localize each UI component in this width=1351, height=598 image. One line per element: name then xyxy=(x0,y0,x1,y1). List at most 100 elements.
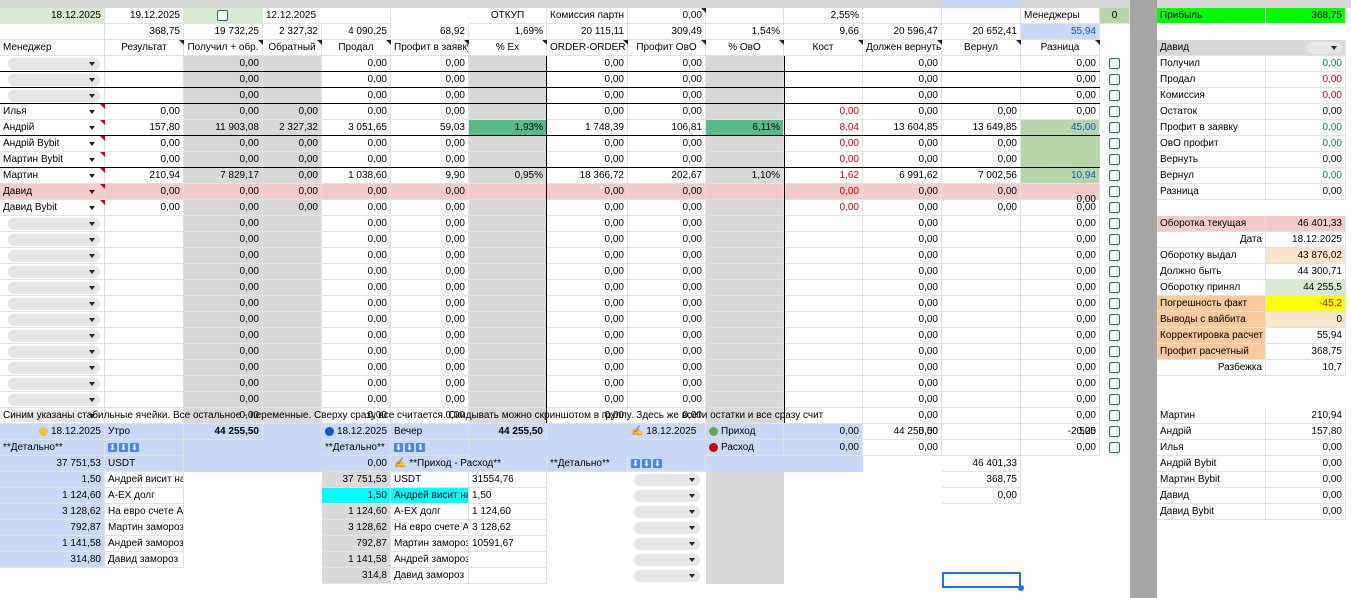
manager-cell[interactable] xyxy=(0,312,105,328)
manager-dropdown[interactable] xyxy=(84,170,100,182)
row-checkbox[interactable] xyxy=(1109,394,1120,405)
category-dropdown[interactable] xyxy=(634,554,700,566)
down-arrow-icon[interactable]: ⬇ xyxy=(394,442,403,452)
manager-dropdown[interactable] xyxy=(84,154,100,166)
manager-cell[interactable] xyxy=(0,360,105,376)
manager-dropdown[interactable] xyxy=(8,394,100,406)
manager-dropdown[interactable] xyxy=(84,106,100,118)
manager-dropdown[interactable] xyxy=(8,90,100,102)
manager-cell[interactable] xyxy=(0,280,105,296)
manager-dropdown[interactable] xyxy=(8,298,100,310)
comment-marker-icon[interactable] xyxy=(779,40,784,45)
down-arrow-icon[interactable]: ⬇ xyxy=(631,458,640,468)
comment-marker-icon[interactable] xyxy=(1016,40,1021,45)
manager-cell[interactable] xyxy=(0,232,105,248)
manager-dropdown[interactable] xyxy=(8,74,100,86)
manager-dropdown[interactable] xyxy=(8,314,100,326)
manager-cell[interactable] xyxy=(0,392,105,408)
category-dropdown[interactable] xyxy=(634,490,700,502)
manager-dropdown[interactable] xyxy=(84,202,100,214)
row-checkbox[interactable] xyxy=(1109,106,1120,117)
category-dropdown[interactable] xyxy=(634,522,700,534)
row-checkbox[interactable] xyxy=(1109,138,1120,149)
manager-dropdown[interactable] xyxy=(8,250,100,262)
manager-dropdown[interactable] xyxy=(84,186,100,198)
comment-marker-icon[interactable] xyxy=(100,104,105,109)
comment-marker-icon[interactable] xyxy=(100,200,105,205)
row-checkbox[interactable] xyxy=(1109,346,1120,357)
comment-marker-icon[interactable] xyxy=(258,40,263,45)
manager-cell[interactable]: Давид Bybit xyxy=(0,200,105,216)
manager-cell[interactable]: Давид xyxy=(0,184,105,200)
comment-marker-icon[interactable] xyxy=(701,8,706,13)
row-checkbox[interactable] xyxy=(1109,186,1120,197)
manager-cell[interactable] xyxy=(0,328,105,344)
manager-dropdown[interactable] xyxy=(8,266,100,278)
manager-cell[interactable]: Андрій Bybit xyxy=(0,136,105,152)
manager-dropdown[interactable] xyxy=(8,282,100,294)
comment-marker-icon[interactable] xyxy=(1095,40,1100,45)
down-arrow-icon[interactable]: ⬇ xyxy=(130,442,139,452)
comment-marker-icon[interactable] xyxy=(542,40,547,45)
category-dropdown[interactable] xyxy=(634,506,700,518)
row-checkbox[interactable] xyxy=(1109,250,1120,261)
manager-dropdown[interactable] xyxy=(8,234,100,246)
manager-cell[interactable] xyxy=(0,344,105,360)
manager-cell[interactable]: Илья xyxy=(0,104,105,120)
manager-dropdown[interactable] xyxy=(8,362,100,374)
row-checkbox[interactable] xyxy=(1109,58,1120,69)
manager-cell[interactable] xyxy=(0,296,105,312)
row-checkbox[interactable] xyxy=(1109,378,1120,389)
comment-marker-icon[interactable] xyxy=(623,40,628,45)
down-arrow-icon[interactable]: ⬇ xyxy=(642,458,651,468)
comment-marker-icon[interactable] xyxy=(100,168,105,173)
manager-dropdown[interactable] xyxy=(8,330,100,342)
category-dropdown[interactable] xyxy=(634,474,700,486)
comment-marker-icon[interactable] xyxy=(937,40,942,45)
row-checkbox[interactable] xyxy=(1109,170,1120,181)
row-checkbox[interactable] xyxy=(1109,154,1120,165)
date-checkbox[interactable] xyxy=(217,10,228,21)
row-checkbox[interactable] xyxy=(1109,298,1120,309)
comment-marker-icon[interactable] xyxy=(701,40,706,45)
manager-dropdown[interactable] xyxy=(84,138,100,150)
row-checkbox[interactable] xyxy=(1109,90,1120,101)
down-arrow-icon[interactable]: ⬇ xyxy=(108,442,117,452)
down-arrow-icon[interactable]: ⬇ xyxy=(416,442,425,452)
manager-dropdown[interactable] xyxy=(8,218,100,230)
comment-marker-icon[interactable] xyxy=(386,40,391,45)
manager-cell[interactable]: Мартин xyxy=(0,168,105,184)
row-checkbox[interactable] xyxy=(1109,282,1120,293)
comment-marker-icon[interactable] xyxy=(100,184,105,189)
row-checkbox[interactable] xyxy=(1109,442,1120,453)
manager-cell[interactable] xyxy=(0,216,105,232)
row-checkbox[interactable] xyxy=(1109,266,1120,277)
manager-cell[interactable] xyxy=(0,264,105,280)
row-checkbox[interactable] xyxy=(1109,218,1120,229)
down-arrow-icon[interactable]: ⬇ xyxy=(653,458,662,468)
row-checkbox[interactable] xyxy=(1109,74,1120,85)
manager-select[interactable]: Давид xyxy=(1157,40,1346,56)
manager-dropdown[interactable] xyxy=(8,58,100,70)
comment-marker-icon[interactable] xyxy=(464,40,469,45)
manager-select-dropdown[interactable] xyxy=(1307,42,1342,54)
manager-dropdown[interactable] xyxy=(8,410,100,422)
category-dropdown[interactable] xyxy=(634,570,700,582)
category-dropdown[interactable] xyxy=(634,538,700,550)
manager-dropdown[interactable] xyxy=(8,378,100,390)
row-checkbox[interactable] xyxy=(1109,362,1120,373)
row-checkbox[interactable] xyxy=(1109,314,1120,325)
comment-marker-icon[interactable] xyxy=(100,152,105,157)
manager-dropdown[interactable] xyxy=(84,122,100,134)
row-checkbox[interactable] xyxy=(1109,122,1120,133)
comment-marker-icon[interactable] xyxy=(317,40,322,45)
comment-marker-icon[interactable] xyxy=(858,40,863,45)
row-checkbox[interactable] xyxy=(1109,426,1120,437)
row-checkbox[interactable] xyxy=(1109,202,1120,213)
manager-cell[interactable] xyxy=(0,248,105,264)
row-checkbox[interactable] xyxy=(1109,234,1120,245)
row-checkbox[interactable] xyxy=(1109,410,1120,421)
down-arrow-icon[interactable]: ⬇ xyxy=(119,442,128,452)
comment-marker-icon[interactable] xyxy=(179,40,184,45)
comment-marker-icon[interactable] xyxy=(100,136,105,141)
